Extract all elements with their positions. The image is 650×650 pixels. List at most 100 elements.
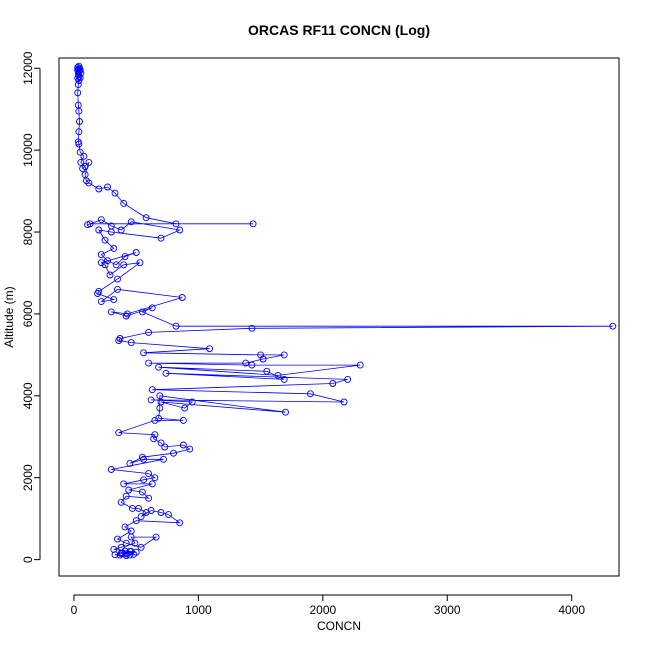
data-point — [132, 548, 140, 556]
data-point — [114, 535, 121, 543]
data-point — [356, 361, 364, 369]
data-point — [176, 519, 184, 527]
x-tick-label: 3000 — [434, 603, 461, 617]
data-point — [155, 363, 163, 371]
data-point — [176, 226, 184, 234]
data-point — [147, 396, 155, 404]
data-point — [140, 455, 148, 463]
data-point — [609, 322, 617, 330]
data-point — [150, 435, 158, 443]
data-point — [111, 189, 119, 197]
data-point — [120, 261, 128, 269]
data-point — [282, 408, 289, 416]
data-point — [75, 140, 83, 148]
data-point — [97, 259, 105, 267]
x-tick-label: 1000 — [185, 603, 212, 617]
data-point — [126, 551, 134, 559]
series-layer — [74, 62, 617, 559]
data-point — [155, 414, 163, 422]
data-point — [85, 158, 93, 166]
data-point — [122, 539, 130, 547]
data-point — [125, 486, 133, 494]
data-point — [145, 470, 153, 478]
y-tick-label: 12000 — [21, 51, 35, 85]
x-axis-label: CONCN — [317, 619, 361, 633]
data-point — [120, 480, 128, 488]
data-point — [259, 355, 267, 363]
data-point — [74, 89, 82, 97]
data-point — [104, 183, 111, 191]
data-point — [95, 185, 103, 193]
data-point — [126, 459, 134, 467]
data-point — [248, 324, 256, 332]
data-point — [97, 216, 105, 224]
data-point — [114, 285, 121, 293]
data-point — [280, 351, 288, 359]
data-point — [75, 72, 83, 80]
data-point — [140, 349, 148, 357]
data-point — [127, 339, 135, 347]
data-point — [152, 533, 160, 541]
data-point — [137, 513, 145, 521]
data-point — [131, 539, 139, 547]
data-point — [106, 271, 114, 279]
data-point — [340, 398, 348, 406]
data-point — [107, 228, 115, 236]
x-tick-label: 0 — [71, 603, 78, 617]
data-point — [148, 304, 156, 312]
data-point — [95, 226, 103, 234]
data-point — [145, 359, 153, 367]
chart-title: ORCAS RF11 CONCN (Log) — [248, 22, 430, 38]
data-point — [75, 128, 83, 136]
x-tick-label: 2000 — [309, 603, 336, 617]
data-point — [117, 226, 125, 234]
data-point — [140, 476, 148, 484]
data-point — [136, 259, 144, 267]
data-point — [76, 148, 84, 156]
data-point — [242, 359, 250, 367]
data-point — [160, 455, 167, 463]
plot-area-border — [58, 57, 620, 577]
data-point — [280, 375, 288, 383]
data-point — [97, 251, 105, 259]
data-point — [121, 523, 129, 531]
data-point — [127, 533, 135, 541]
data-point — [112, 261, 120, 269]
y-axis: 0 2000 4000 6000 8000 10000 12000 — [21, 51, 41, 563]
data-point — [157, 509, 165, 516]
data-point — [306, 390, 314, 398]
data-point — [110, 244, 118, 252]
data-point — [249, 220, 257, 228]
data-point — [117, 498, 125, 506]
data-point — [172, 220, 180, 228]
data-point — [111, 551, 119, 559]
data-point — [121, 253, 129, 261]
data-point — [206, 345, 214, 353]
data-point — [179, 416, 187, 424]
data-point — [121, 547, 129, 555]
y-tick-label: 10000 — [21, 133, 35, 167]
data-point — [84, 221, 92, 229]
y-tick-label: 0 — [21, 556, 35, 563]
data-point — [179, 441, 187, 449]
data-point — [162, 369, 170, 377]
data-point — [101, 236, 109, 244]
data-point — [77, 158, 85, 166]
data-point — [75, 77, 83, 84]
data-point — [188, 398, 196, 406]
y-axis-label: Altitude (m) — [2, 286, 16, 347]
data-point — [97, 298, 105, 306]
data-point — [248, 361, 256, 369]
data-point — [145, 328, 153, 336]
data-point — [132, 517, 140, 525]
x-axis: 0 1000 2000 3000 4000 — [71, 594, 585, 617]
data-point — [80, 152, 88, 160]
y-tick-label: 6000 — [21, 300, 35, 327]
data-point — [145, 494, 153, 502]
data-point — [79, 165, 87, 173]
data-point — [157, 439, 165, 447]
data-point — [161, 443, 169, 451]
y-tick-label: 8000 — [21, 218, 35, 245]
data-point — [114, 275, 121, 283]
